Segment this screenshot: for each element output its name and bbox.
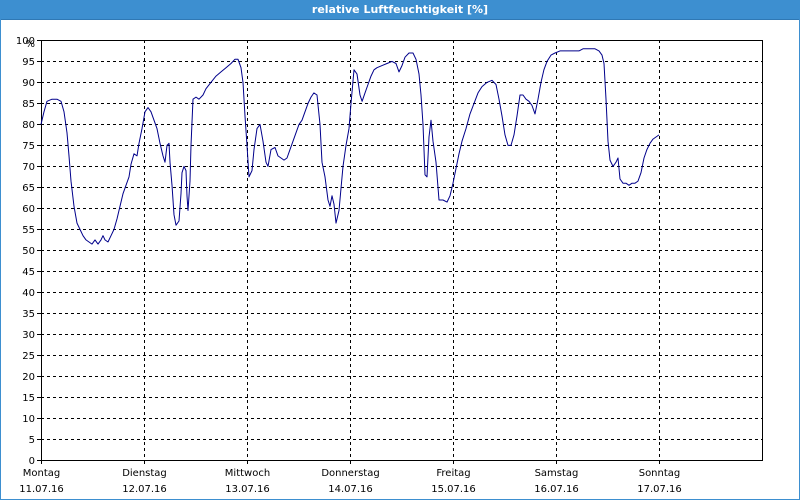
y-tick-label: 85 [22, 99, 35, 110]
y-tick-label: 35 [22, 309, 35, 320]
y-tick-label: 10 [22, 414, 35, 425]
y-axis-unit-label: % [25, 39, 35, 50]
y-tick-label: 5 [29, 435, 35, 446]
y-tick-label: 15 [22, 393, 35, 404]
x-tick-day-label: Montag [23, 468, 60, 479]
y-tick-label: 30 [22, 330, 35, 341]
y-tick-label: 20 [22, 372, 35, 383]
x-tick-date-label: 17.07.16 [637, 484, 682, 495]
y-tick-label: 75 [22, 141, 35, 152]
x-tick-date-label: 13.07.16 [225, 484, 270, 495]
x-tick-date-label: 14.07.16 [328, 484, 373, 495]
plot-area [41, 40, 763, 461]
y-axis-ticks: 0 5 10 15 20 25 30 35 40 45 50 55 60 65 70 75 80 85 90 95 10… [16, 36, 41, 467]
x-tick-day-label: Freitag [436, 468, 470, 479]
y-tick-label: 60 [22, 204, 35, 215]
y-tick-label: 100 [16, 36, 35, 47]
window-frame-left [0, 19, 1, 500]
x-axis-ticks: Montag 11.07.16 Dienstag 12.07.16 Mittwoch 13… [19, 460, 682, 495]
x-tick-date-label: 11.07.16 [19, 484, 64, 495]
y-tick-label: 90 [22, 78, 35, 89]
y-tick-label: 80 [22, 120, 35, 131]
y-tick-label: 55 [22, 225, 35, 236]
x-tick-date-label: 12.07.16 [122, 484, 167, 495]
x-tick-day-label: Sonntag [639, 468, 681, 479]
x-tick-day-label: Samstag [535, 468, 579, 479]
y-tick-label: 95 [22, 57, 35, 68]
series-layer [40, 48, 660, 245]
grid-layer [41, 40, 762, 460]
y-tick-label: 25 [22, 351, 35, 362]
window-title: relative Luftfeuchtigkeit [%] [0, 0, 800, 20]
y-tick-label: 40 [22, 288, 35, 299]
humidity-series-line [40, 48, 660, 245]
y-tick-label: 45 [22, 267, 35, 278]
x-tick-date-label: 15.07.16 [431, 484, 476, 495]
y-tick-label: 65 [22, 183, 35, 194]
y-tick-label: 50 [22, 246, 35, 257]
x-tick-day-label: Donnerstag [321, 468, 379, 479]
y-tick-label: 0 [29, 456, 35, 467]
x-tick-date-label: 16.07.16 [534, 484, 579, 495]
x-tick-day-label: Mittwoch [225, 468, 270, 479]
y-tick-label: 70 [22, 162, 35, 173]
x-tick-day-label: Dienstag [122, 468, 167, 479]
